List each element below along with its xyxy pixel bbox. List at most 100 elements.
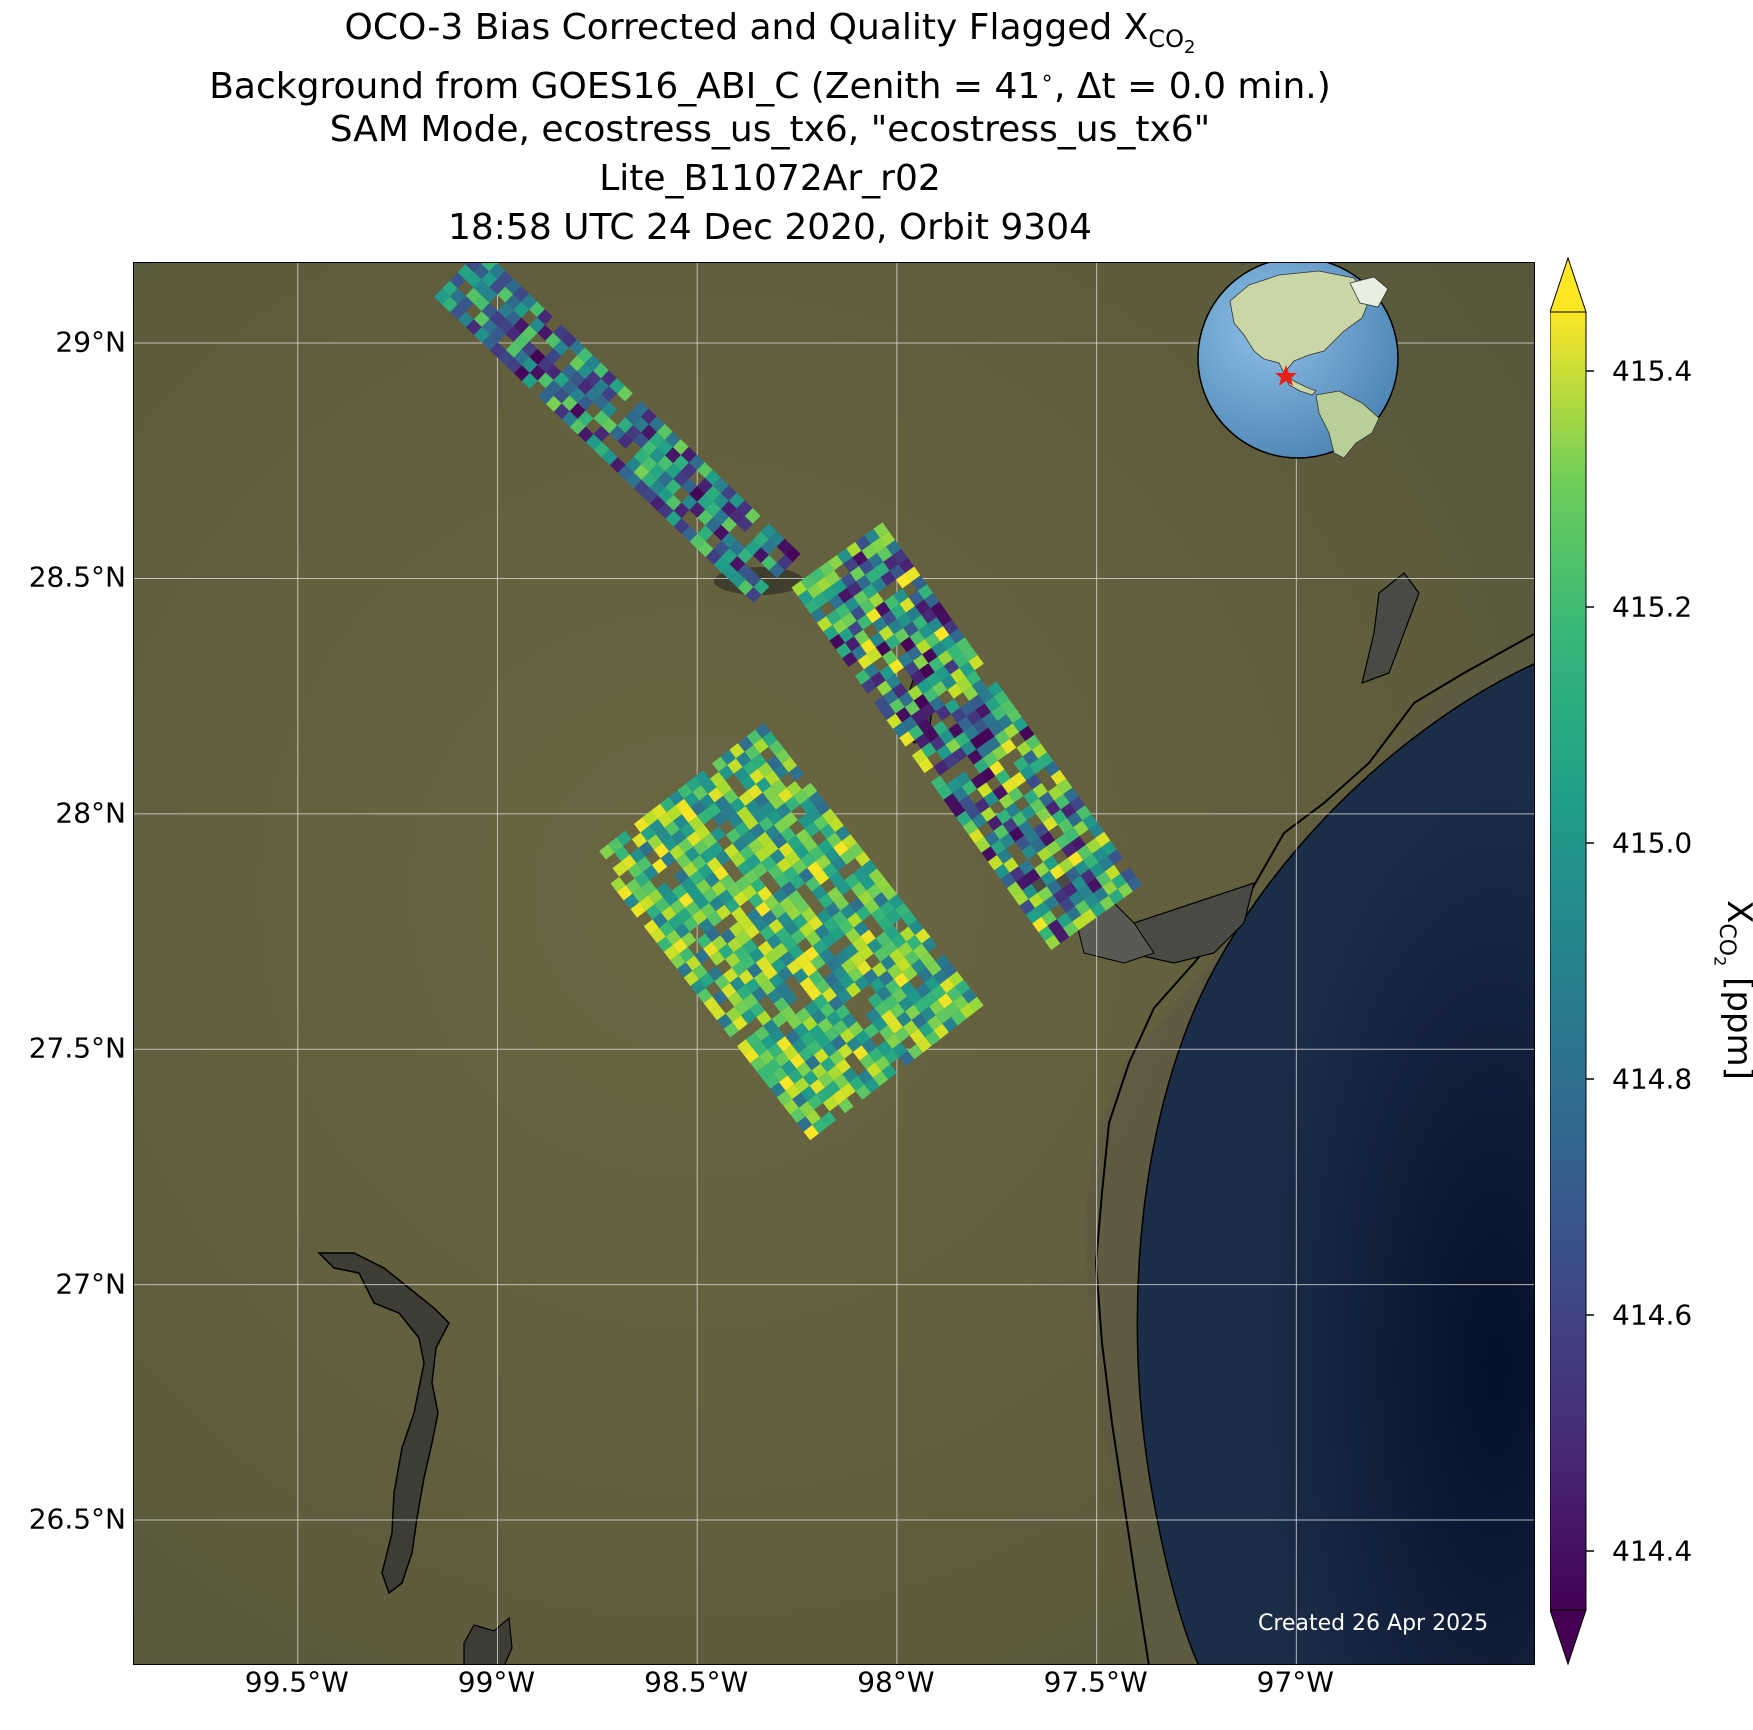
sounding-cell: [756, 831, 772, 848]
sounding-cell: [879, 665, 895, 681]
sounding-cell: [711, 880, 727, 897]
sounding-cell: [724, 897, 740, 914]
sounding-cell: [800, 852, 816, 868]
sounding-cell: [898, 996, 914, 1012]
sounding-cell: [634, 871, 650, 887]
sounding-cell: [1037, 886, 1054, 902]
sounding-cell: [885, 1033, 901, 1049]
sounding-cell: [987, 681, 1003, 697]
sounding-cell: [921, 608, 937, 624]
sounding-cell: [1095, 871, 1112, 887]
sounding-cell: [668, 790, 684, 806]
sounding-cell: [720, 485, 737, 501]
sounding-cell: [553, 387, 570, 404]
sounding-cell: [808, 791, 824, 807]
sounding-cell: [961, 780, 978, 796]
sounding-cell: [537, 309, 553, 325]
sounding-cell: [835, 1004, 851, 1020]
sounding-cell: [1005, 802, 1021, 818]
sounding-cell: [1044, 895, 1060, 911]
sounding-cell: [777, 787, 794, 803]
sounding-cell: [827, 886, 843, 903]
sounding-cell: [457, 264, 474, 281]
sounding-cell: [803, 1124, 819, 1141]
sounding-cell: [852, 550, 868, 567]
colorbar-label: XCO2 [ppm]: [1710, 900, 1753, 1080]
sounding-cell: [801, 907, 817, 923]
sounding-cell: [1111, 873, 1127, 889]
sounding-cell: [729, 976, 745, 992]
sounding-cell: [707, 787, 724, 803]
sounding-cell: [829, 871, 845, 887]
sounding-cell: [694, 948, 710, 965]
sounding-cell: [1050, 769, 1067, 786]
sounding-cell: [759, 1049, 775, 1065]
sounding-cell: [707, 965, 723, 982]
sounding-cell: [1068, 890, 1084, 907]
sounding-cell: [784, 546, 801, 563]
sounding-cell: [1082, 814, 1098, 830]
sounding-cell: [853, 921, 870, 937]
sounding-cell: [899, 731, 915, 747]
sounding-cell: [903, 661, 920, 677]
sounding-cell: [1028, 758, 1045, 775]
sounding-cell: [434, 288, 450, 305]
sounding-cell: [955, 771, 971, 787]
sounding-cell: [747, 962, 763, 979]
sounding-cell: [840, 572, 856, 588]
sounding-cell: [721, 516, 737, 533]
sounding-cell: [684, 846, 700, 862]
sounding-cell: [656, 882, 672, 898]
sounding-cell: [661, 906, 677, 922]
sounding-cell: [681, 525, 698, 542]
sounding-cell: [937, 784, 953, 800]
sounding-cell: [577, 347, 593, 364]
sounding-cell: [993, 824, 1009, 840]
sounding-cell: [1074, 899, 1091, 916]
sounding-cell: [693, 839, 709, 856]
sounding-cell: [665, 929, 682, 946]
sounding-cell: [908, 590, 924, 607]
sounding-cell: [1063, 787, 1079, 803]
sounding-cell: [601, 386, 617, 402]
coastline-barrier: [1136, 663, 1534, 1664]
sounding-cell: [785, 850, 801, 867]
sounding-cell: [767, 1042, 783, 1059]
sounding-cell: [882, 940, 898, 956]
sounding-cell: [756, 1065, 773, 1081]
colorbar-extend-top: [1550, 256, 1587, 313]
sounding-cell: [795, 952, 811, 969]
sounding-cell: [727, 991, 743, 1007]
sounding-cell: [781, 757, 798, 773]
sounding-cell: [831, 1034, 847, 1051]
sounding-cell: [458, 311, 474, 328]
sounding-cell: [856, 574, 872, 591]
sounding-cell: [802, 1016, 818, 1032]
sounding-cell: [807, 1039, 823, 1056]
sounding-cell: [890, 603, 906, 620]
sounding-cell: [962, 685, 979, 701]
sounding-cell: [969, 694, 985, 710]
sounding-cell: [913, 943, 929, 959]
sounding-cell: [833, 1074, 849, 1090]
sounding-cell: [647, 834, 663, 850]
map-panel: [133, 262, 1535, 1665]
sounding-cell: [911, 1013, 927, 1029]
sounding-cell: [821, 932, 837, 948]
sounding-cell: [922, 687, 939, 703]
sounding-cell: [649, 819, 665, 835]
sounding-cell: [864, 662, 880, 679]
sounding-cell: [871, 577, 887, 593]
sounding-cell: [893, 588, 909, 604]
sounding-cell: [865, 608, 882, 624]
sounding-cell: [601, 370, 617, 387]
sounding-cell: [792, 913, 808, 930]
sounding-cell: [1026, 774, 1042, 790]
sounding-cell: [876, 680, 892, 696]
sounding-cell: [945, 738, 961, 754]
sounding-cell: [711, 935, 728, 951]
sounding-cell: [691, 909, 708, 925]
sounding-cell: [498, 350, 514, 366]
sounding-cell: [933, 626, 950, 642]
sounding-cell: [506, 357, 522, 374]
